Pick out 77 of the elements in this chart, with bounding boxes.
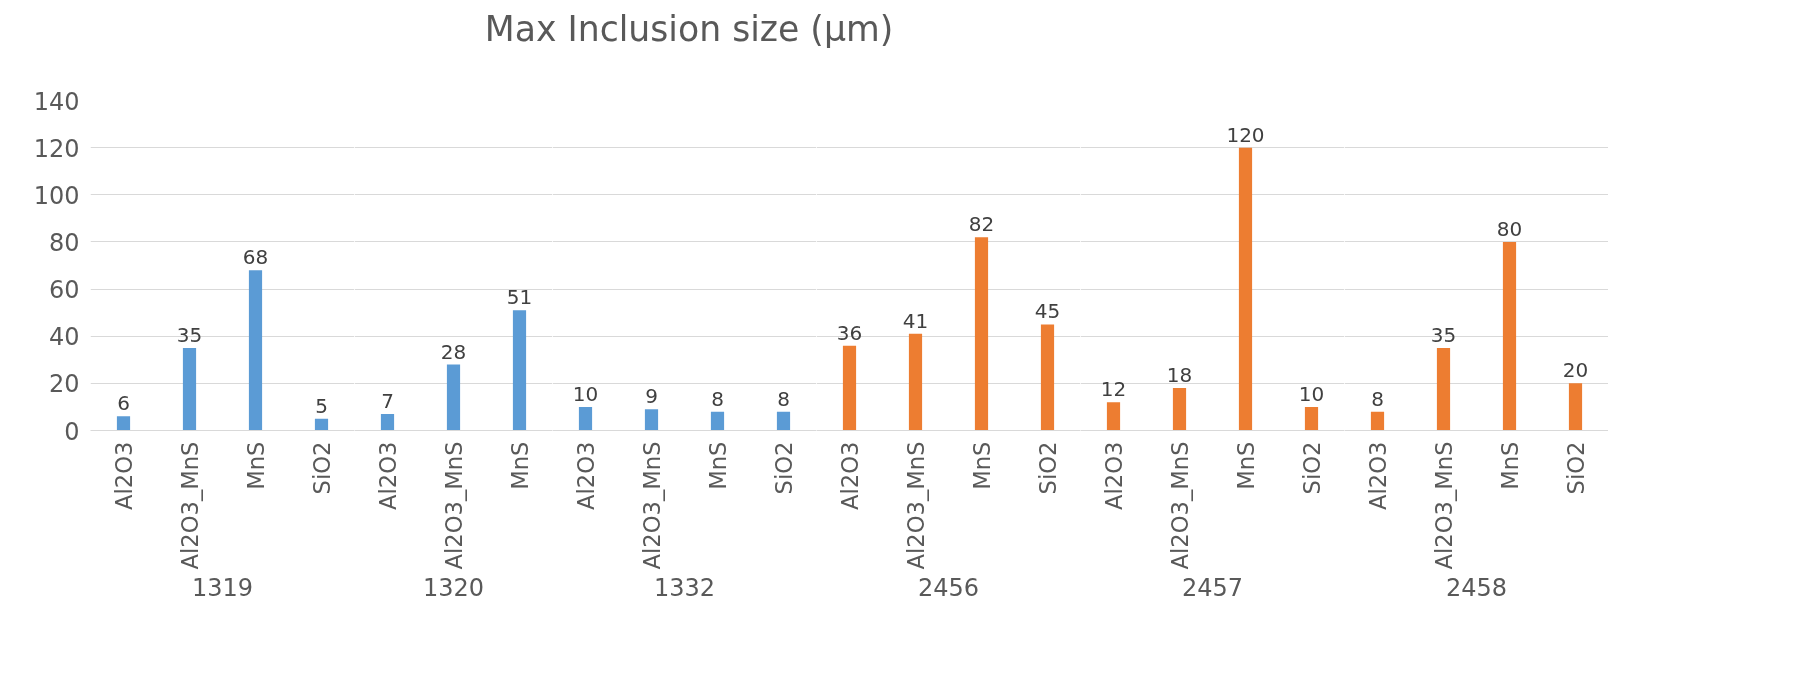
x-tick-label: Al2O3_MnS: [902, 441, 929, 570]
x-tick-label: MnS: [1496, 441, 1523, 490]
data-label: 12: [1100, 376, 1127, 401]
x-tick-label: Al2O3_MnS: [176, 441, 203, 570]
data-label: 10: [1298, 381, 1325, 406]
x-tick-label: Al2O3: [374, 441, 401, 510]
data-label: 8: [711, 386, 724, 411]
bar: [314, 418, 329, 431]
bar: [1106, 401, 1121, 431]
y-tick-label: 80: [48, 228, 80, 257]
data-label: 36: [836, 320, 863, 345]
y-tick-label: 120: [33, 134, 80, 163]
bar: [1568, 382, 1583, 431]
x-axis-title: 1332: [653, 573, 716, 602]
data-label: 10: [572, 381, 599, 406]
x-tick-label: Al2O3: [836, 441, 863, 510]
data-label: 8: [1371, 386, 1384, 411]
x-tick-label: Al2O3: [1364, 441, 1391, 510]
bar: [1040, 323, 1055, 431]
data-label: 18: [1166, 362, 1193, 387]
y-tick-label: 20: [48, 369, 80, 398]
bar: [1370, 411, 1385, 431]
x-tick-label: SiO2: [1298, 441, 1325, 494]
data-label: 6: [117, 390, 130, 415]
bar: [116, 415, 131, 431]
x-axis-title: 2458: [1445, 573, 1508, 602]
x-axis-title: 1319: [191, 573, 254, 602]
data-label: 5: [315, 393, 328, 418]
bar: [974, 236, 989, 431]
x-tick-label: Al2O3_MnS: [440, 441, 467, 570]
x-tick-label: SiO2: [1562, 441, 1589, 494]
data-label: 7: [381, 388, 394, 413]
x-tick-label: MnS: [242, 441, 269, 490]
x-tick-label: SiO2: [1034, 441, 1061, 494]
x-axis-title: 2456: [917, 573, 980, 602]
data-label: 9: [645, 383, 658, 408]
data-label: 20: [1562, 357, 1589, 382]
x-tick-label: Al2O3: [110, 441, 137, 510]
bar: [842, 345, 857, 431]
y-tick-label: 0: [64, 417, 80, 446]
bar: [1304, 406, 1319, 431]
x-axis-title: 1320: [422, 573, 485, 602]
data-label: 51: [506, 284, 533, 309]
chart-title: Max Inclusion size (μm): [484, 8, 894, 51]
bar: [1172, 387, 1187, 431]
bar: [1436, 347, 1451, 431]
data-label: 120: [1226, 122, 1265, 147]
data-label: 68: [242, 244, 269, 269]
x-tick-label: MnS: [968, 441, 995, 490]
x-tick-label: MnS: [1232, 441, 1259, 490]
data-label: 8: [777, 386, 790, 411]
x-tick-label: SiO2: [770, 441, 797, 494]
y-tick-label: 40: [48, 322, 80, 351]
x-tick-label: MnS: [506, 441, 533, 490]
data-label: 28: [440, 339, 467, 364]
data-label: 82: [968, 211, 995, 236]
x-tick-label: MnS: [704, 441, 731, 490]
x-tick-label: Al2O3: [572, 441, 599, 510]
y-tick-label: 60: [48, 275, 80, 304]
data-label: 45: [1034, 298, 1061, 323]
bar: [182, 347, 197, 431]
bar: [908, 333, 923, 431]
data-label: 41: [902, 308, 929, 333]
data-label: 35: [1430, 322, 1457, 347]
x-tick-label: SiO2: [308, 441, 335, 494]
x-tick-label: Al2O3: [1100, 441, 1127, 510]
x-axis-title: 2457: [1181, 573, 1244, 602]
bar: [1502, 241, 1517, 431]
x-tick-label: Al2O3_MnS: [1166, 441, 1193, 570]
x-tick-label: Al2O3_MnS: [1430, 441, 1457, 570]
bar: [1238, 147, 1253, 431]
data-label: 80: [1496, 216, 1523, 241]
y-tick-label: 140: [33, 87, 80, 116]
y-tick-label: 100: [33, 181, 80, 210]
data-label: 35: [176, 322, 203, 347]
x-tick-label: Al2O3_MnS: [638, 441, 665, 570]
bar: [248, 269, 263, 431]
